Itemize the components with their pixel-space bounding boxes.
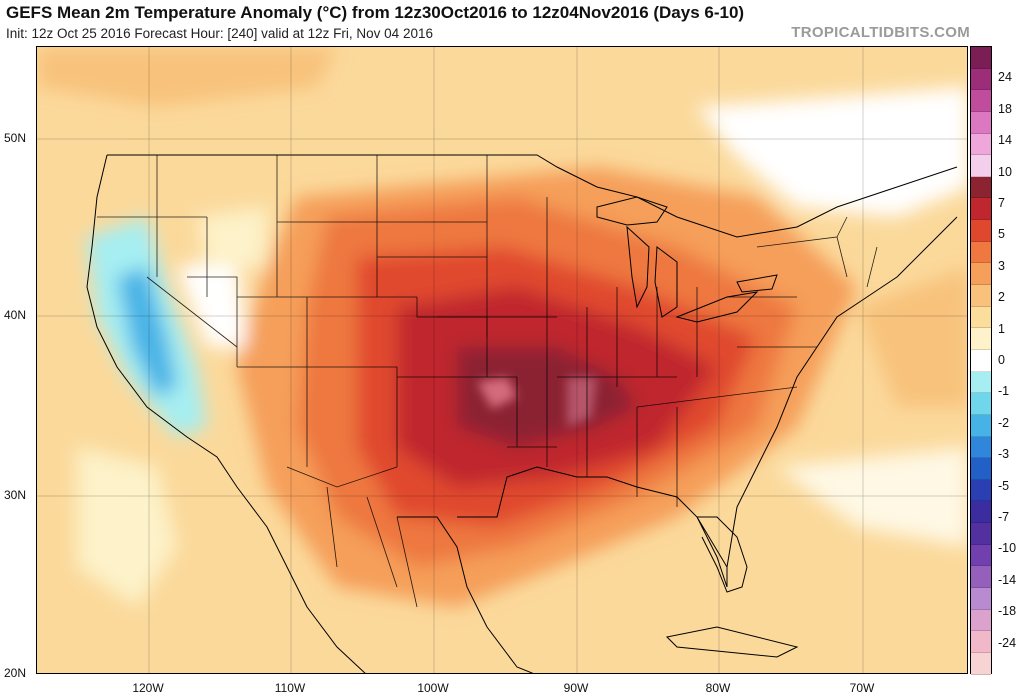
colorbar-tick-label: -24 — [998, 635, 1017, 650]
colorbar-tick-label: -3 — [998, 447, 1010, 462]
colorbar-tick-label: -14 — [998, 572, 1017, 587]
colorbar-cell — [971, 566, 991, 589]
colorbar-tick-label: 0 — [998, 353, 1005, 367]
colorbar-tick-label: -2 — [998, 415, 1010, 430]
colorbar-tick-label: 10 — [998, 164, 1012, 179]
colorbar-cell — [971, 501, 991, 524]
colorbar-tick-label: 7 — [998, 196, 1005, 210]
lon-label-90w: 90W — [563, 681, 589, 695]
colorbar-cell — [971, 68, 991, 91]
colorbar-cell — [971, 458, 991, 480]
colorbar-tick-label: 2 — [998, 290, 1005, 305]
lon-label-100w: 100W — [417, 681, 449, 695]
colorbar-tick-label: 3 — [998, 258, 1005, 273]
colorbar-cell — [971, 111, 991, 134]
colorbar-tick-label: -7 — [998, 510, 1010, 524]
colorbar-legend — [970, 46, 992, 675]
colorbar-cell — [971, 133, 991, 156]
colorbar-cell — [971, 544, 991, 567]
colorbar-tick-label: -5 — [998, 478, 1010, 493]
lat-label-50n: 50N — [4, 131, 27, 145]
colorbar-cell — [971, 241, 991, 264]
colorbar-cell — [971, 609, 991, 632]
colorbar-cell — [971, 371, 991, 394]
lon-label-120w: 120W — [132, 681, 164, 695]
colorbar-cell — [971, 652, 991, 675]
colorbar-cell — [971, 176, 991, 199]
colorbar-cell — [971, 220, 991, 242]
colorbar-cell — [971, 90, 991, 112]
colorbar-tick-label: -1 — [998, 384, 1010, 399]
brand-watermark[interactable]: TROPICALTIDBITS.COM — [791, 24, 970, 41]
colorbar-cell — [971, 328, 991, 350]
graticule — [37, 47, 967, 673]
colorbar-cell — [971, 263, 991, 286]
anomaly-map[interactable] — [36, 46, 968, 674]
colorbar-cell — [971, 198, 991, 221]
colorbar-cell — [971, 155, 991, 177]
map-canvas — [37, 47, 967, 673]
lat-label-30n: 30N — [4, 488, 27, 502]
colorbar-cell — [971, 47, 991, 69]
lat-label-40n: 40N — [4, 308, 27, 322]
colorbar-cell — [971, 588, 991, 610]
colorbar-cell — [971, 349, 991, 372]
colorbar-cell — [971, 285, 991, 307]
colorbar-tick-label: 18 — [998, 101, 1012, 116]
colorbar-cell — [971, 631, 991, 653]
lon-label-110w: 110W — [274, 681, 306, 695]
lon-label-70w: 70W — [849, 681, 875, 695]
colorbar-cell — [971, 393, 991, 415]
colorbar-tick-label: 1 — [998, 321, 1005, 336]
colorbar-tick-label: 5 — [998, 227, 1005, 242]
colorbar-cell — [971, 479, 991, 502]
hot-core — [477, 377, 597, 427]
chart-title: GEFS Mean 2m Temperature Anomaly (°C) fr… — [6, 3, 745, 22]
colorbar-cell — [971, 414, 991, 437]
colorbar-cell — [971, 436, 991, 459]
colorbar-tick-label: 24 — [998, 70, 1012, 85]
colorbar-tick-label: -10 — [998, 541, 1017, 556]
colorbar-tick-label: 14 — [998, 133, 1012, 148]
colorbar-cell — [971, 306, 991, 329]
lat-label-20n: 20N — [4, 666, 27, 680]
init-info: Init: 12z Oct 25 2016 Forecast Hour: [24… — [6, 26, 433, 41]
colorbar-tick-label: -18 — [998, 604, 1017, 619]
state-borders — [97, 155, 878, 608]
lon-label-80w: 80W — [705, 681, 731, 695]
colorbar-cell — [971, 523, 991, 545]
